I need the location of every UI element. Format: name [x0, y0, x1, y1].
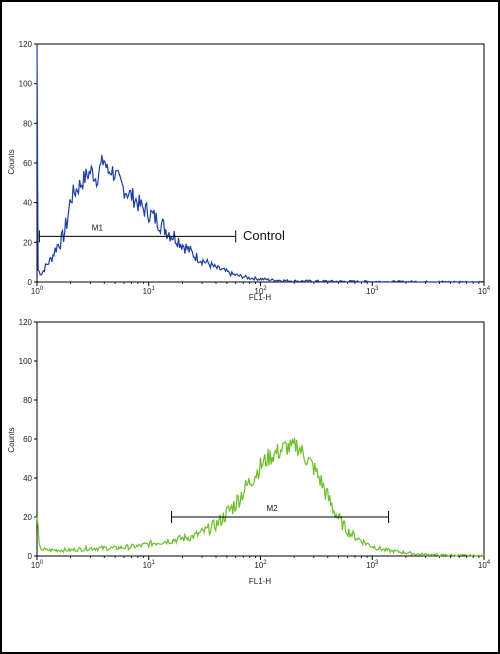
y-tick-label: 80: [23, 119, 32, 128]
y-tick-label: 60: [23, 435, 32, 444]
x-tick-label: 100: [31, 286, 44, 296]
chart-panel-top: Counts FL1-H 0 20 40 60 80 100 120 100 101 102 103…: [7, 40, 491, 302]
y-axis-label-top: Counts: [7, 149, 16, 174]
annotation-control: Control: [243, 228, 285, 243]
y-tick-label: 60: [23, 159, 32, 168]
y-tick-label: 0: [28, 278, 33, 287]
x-tick-label: 101: [143, 560, 156, 570]
gate-label: M1: [92, 223, 104, 232]
histogram-trace: [36, 43, 485, 283]
x-tick-label: 101: [143, 286, 156, 296]
histogram-trace: [36, 437, 485, 557]
y-tick-label: 80: [23, 396, 32, 405]
y-tick-label: 40: [23, 199, 32, 208]
y-tick-label: 100: [19, 80, 33, 89]
gate-label: M2: [267, 504, 279, 513]
plot-frame: [36, 321, 485, 557]
x-tick-label: 102: [254, 560, 267, 570]
plot-area-top: 0 20 40 60 80 100 120 100 101 102 103 104 M1: [19, 40, 491, 296]
chart-panel-bottom: Counts FL1-H 0 20 40 60 80 100 120 100 101 102 103…: [7, 318, 491, 586]
x-tick-label: 104: [478, 560, 491, 570]
y-tick-label: 20: [23, 238, 32, 247]
x-axis-label-bottom: FL1-H: [249, 577, 271, 586]
x-axis-label-top: FL1-H: [249, 293, 271, 302]
y-tick-label: 120: [19, 40, 33, 49]
y-tick-label: 40: [23, 474, 32, 483]
y-axis-label-bottom: Counts: [7, 427, 16, 452]
y-tick-label: 20: [23, 513, 32, 522]
y-tick-label: 120: [19, 318, 33, 327]
y-tick-label: 100: [19, 357, 33, 366]
x-tick-label: 103: [366, 286, 379, 296]
plot-area-bottom: 0 20 40 60 80 100 120 100 101 102 103 104 M2: [19, 318, 491, 570]
y-tick-label: 0: [28, 552, 33, 561]
x-tick-label: 100: [31, 560, 44, 570]
x-tick-label: 102: [254, 286, 267, 296]
x-tick-label: 103: [366, 560, 379, 570]
x-tick-label: 104: [478, 286, 491, 296]
